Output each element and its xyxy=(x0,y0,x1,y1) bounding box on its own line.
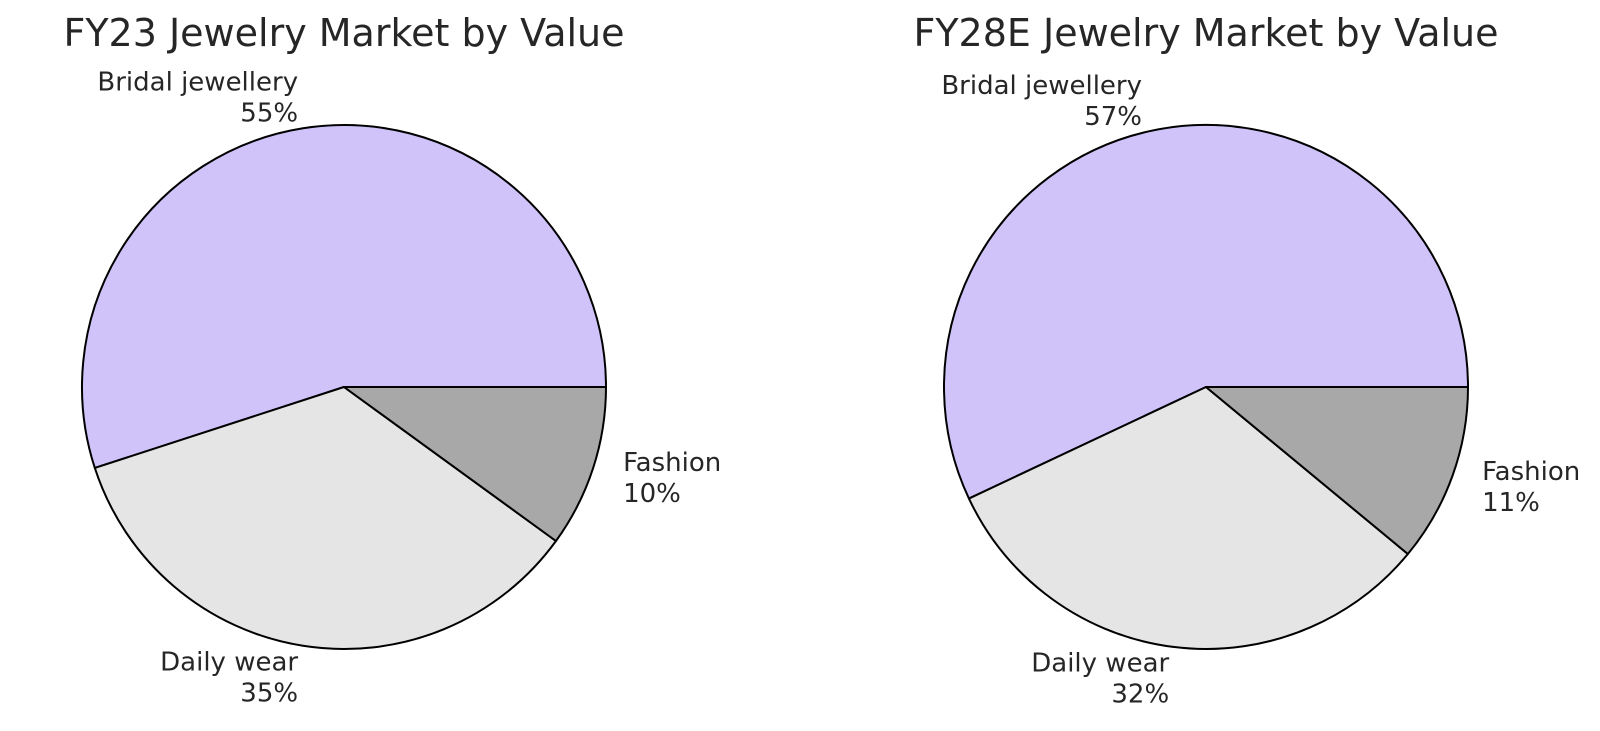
pie-slice-daily-wear-fy23 xyxy=(93,386,557,650)
slice-label-daily-wear-fy23: Daily wear xyxy=(160,647,298,677)
slice-label-fashion-fy23: Fashion xyxy=(623,448,721,478)
slice-percent-daily-wear-fy28e: 32% xyxy=(1111,680,1169,710)
pie-slice-bridal-jewellery-fy23 xyxy=(81,124,607,469)
chart-title-fy28e: FY28E Jewelry Market by Value xyxy=(913,11,1498,55)
slice-percent-bridal-jewellery-fy28e: 57% xyxy=(1084,102,1142,132)
slice-percent-daily-wear-fy23: 35% xyxy=(240,678,298,708)
slice-label-bridal-jewellery-fy28e: Bridal jewellery xyxy=(941,71,1142,101)
slice-percent-fashion-fy23: 10% xyxy=(623,479,681,509)
slice-percent-fashion-fy28e: 11% xyxy=(1482,488,1540,518)
pie-chart-fy23: FY23 Jewelry Market by Value Bridal jewe… xyxy=(63,11,721,708)
pie-slice-fashion-fy28e xyxy=(1205,386,1469,556)
pie-slices-fy23 xyxy=(81,124,607,650)
pie-slice-daily-wear-fy28e xyxy=(967,386,1409,650)
slice-label-bridal-jewellery-fy23: Bridal jewellery xyxy=(97,68,298,98)
pie-slices-fy28e xyxy=(943,124,1469,650)
pie-slice-fashion-fy23 xyxy=(343,386,607,542)
chart-title-fy23: FY23 Jewelry Market by Value xyxy=(63,11,624,55)
slice-label-fashion-fy28e: Fashion xyxy=(1482,457,1580,487)
slice-label-daily-wear-fy28e: Daily wear xyxy=(1031,649,1169,679)
pie-slice-bridal-jewellery-fy28e xyxy=(943,124,1469,500)
pie-chart-fy28e: FY28E Jewelry Market by Value Bridal jew… xyxy=(913,11,1580,710)
slice-percent-bridal-jewellery-fy23: 55% xyxy=(240,99,298,129)
